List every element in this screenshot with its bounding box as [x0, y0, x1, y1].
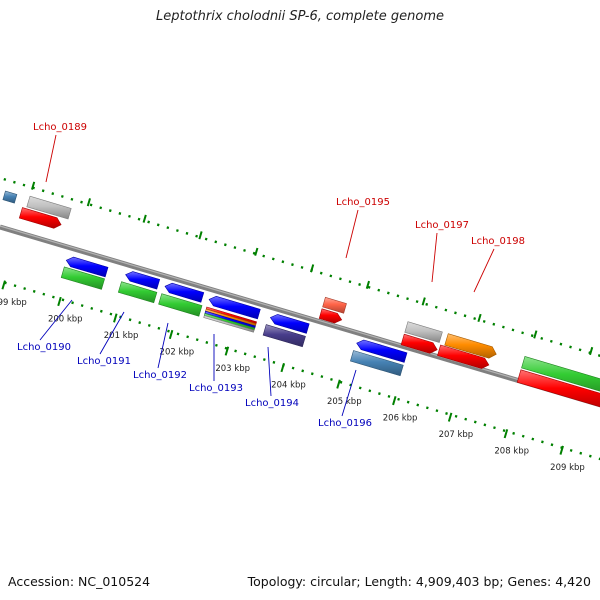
lower-tick-mark: [336, 379, 341, 389]
scale-label: 208 kbp: [494, 447, 529, 457]
gene-label-leader: [431, 232, 438, 283]
gene-lcho-0189: [18, 207, 62, 229]
gene-label: Lcho_0194: [245, 398, 299, 409]
gene-label: Lcho_0193: [189, 383, 243, 394]
gene-label: Lcho_0198: [471, 236, 525, 247]
lower-tick-mark: [503, 429, 509, 439]
gene-partial-forward: [2, 190, 18, 204]
scale-label: 209 kbp: [550, 463, 585, 473]
gene-lcho-0194: [262, 324, 306, 348]
gene-lcho-0193-upper: [208, 295, 261, 320]
scale-label: 201 kbp: [104, 331, 139, 341]
gene-label: Lcho_0196: [318, 418, 372, 429]
scale-label: 207 kbp: [439, 430, 474, 440]
gene-lcho-0192: [158, 293, 203, 317]
gene-label: Lcho_0192: [133, 370, 187, 381]
scale-label: 202 kbp: [160, 348, 195, 358]
gene-lcho-0197: [400, 333, 438, 354]
upper-tick-mark: [198, 231, 203, 240]
upper-tick-mark: [421, 297, 426, 306]
gene-lcho-0196: [350, 350, 404, 377]
lower-tick-mark: [1, 280, 6, 290]
scale-label: 199 kbp: [0, 298, 27, 308]
lower-tick-mark: [392, 396, 397, 406]
upper-tick-mark: [477, 313, 482, 323]
gene-lcho-0197-upper: [404, 321, 443, 343]
gene-lcho-0192-upper: [164, 282, 205, 303]
upper-tick-mark: [86, 198, 91, 207]
lower-tick-mark: [559, 445, 564, 455]
accession-label: Accession: NC_010524: [8, 574, 151, 589]
gene-forward-red-long: [516, 369, 600, 408]
scale-label: 205 kbp: [327, 397, 362, 407]
lower-tick-mark: [168, 329, 174, 340]
gene-lcho-0190: [60, 266, 105, 290]
upper-tick-mark: [310, 264, 315, 273]
gene-label: Lcho_0191: [77, 356, 131, 367]
lower-tick-mark: [447, 412, 453, 422]
lower-tick-mark: [57, 296, 62, 307]
gene-label-leader: [157, 322, 169, 369]
map-title: Leptothrix cholodnii SP-6, complete geno…: [156, 9, 444, 24]
lower-tick-mark: [224, 346, 230, 356]
gene-lcho-0195: [318, 308, 343, 324]
gene-label: Lcho_0190: [17, 342, 71, 353]
genome-summary: Topology: circular; Length: 4,909,403 bp…: [247, 574, 591, 589]
upper-tick-mark: [142, 214, 147, 223]
upper-tick-mark: [589, 346, 594, 356]
gene-lcho-0195-upper: [322, 296, 347, 314]
scale-label: 200 kbp: [48, 314, 83, 324]
gene-label-leader: [267, 346, 272, 397]
gene-label-leader: [341, 369, 357, 417]
scale-label: 203 kbp: [215, 364, 250, 374]
gene-lcho-0196-upper: [356, 339, 408, 363]
gene-lcho-0189-upper: [26, 195, 72, 220]
gene-label-leader: [345, 209, 359, 259]
gene-lcho-0194-upper: [269, 314, 310, 334]
gene-lcho-0190-upper: [65, 256, 109, 278]
gene-label-leader: [99, 311, 125, 355]
gene-forward-green-long: [521, 356, 600, 392]
gene-label-leader: [473, 248, 495, 293]
gene-lcho-0198: [437, 344, 490, 369]
scale-label: 206 kbp: [383, 414, 418, 424]
gene-label: Lcho_0197: [415, 220, 469, 231]
gene-lcho-0193-stripe: [203, 315, 255, 333]
gene-label-leader: [39, 299, 73, 341]
upper-tick-mark: [533, 330, 538, 339]
upper-tick-mark: [365, 280, 371, 289]
upper-tick-mark: [254, 247, 259, 256]
gene-lcho-0191: [117, 281, 158, 304]
upper-tick-mark: [30, 181, 36, 190]
gene-lcho-0198-upper: [444, 333, 497, 359]
gene-label: Lcho_0195: [336, 197, 390, 208]
gene-label-leader: [45, 134, 57, 183]
lower-tick-mark: [280, 362, 285, 373]
gene-label: Lcho_0189: [33, 122, 87, 133]
scale-label: 204 kbp: [271, 381, 306, 391]
lower-tick-mark: [113, 313, 118, 323]
gene-lcho-0191-upper: [125, 271, 161, 290]
